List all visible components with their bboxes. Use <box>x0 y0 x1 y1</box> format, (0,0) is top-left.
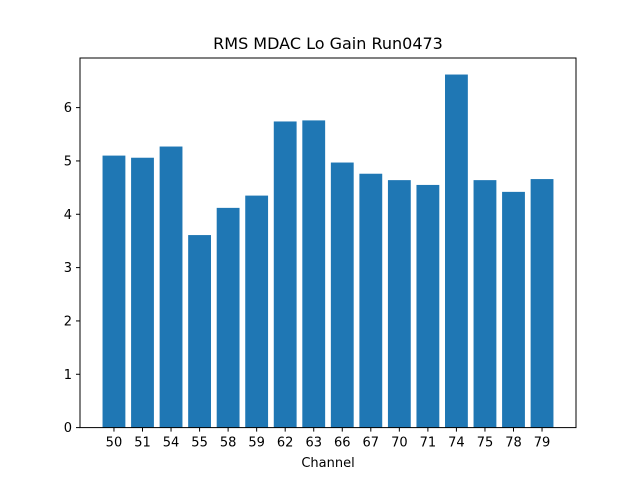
x-tick-label: 58 <box>220 436 237 451</box>
bar-74 <box>445 74 468 428</box>
x-tick-label: 59 <box>248 436 265 451</box>
y-tick-label: 3 <box>64 261 72 276</box>
bar-55 <box>188 235 211 428</box>
x-tick-label: 75 <box>477 436 494 451</box>
bar-66 <box>330 162 354 428</box>
bar-70 <box>387 180 411 428</box>
y-tick-label: 4 <box>64 208 72 223</box>
bar-51 <box>131 157 154 428</box>
x-tick-label: 50 <box>106 436 123 451</box>
bars-group <box>102 74 554 428</box>
bar-67 <box>359 173 383 428</box>
plot-frame <box>79 57 577 429</box>
bar-71 <box>416 184 440 428</box>
y-tick-label: 0 <box>64 421 72 436</box>
x-tick-label: 55 <box>191 436 208 451</box>
x-tick-label: 70 <box>391 436 408 451</box>
x-tick-label: 62 <box>277 436 294 451</box>
x-tick-label: 67 <box>363 436 380 451</box>
bar-58 <box>216 207 240 428</box>
bar-50 <box>102 155 126 428</box>
x-axis-label: Channel <box>301 456 354 471</box>
bar-59 <box>245 195 269 428</box>
x-tick-label: 51 <box>134 436 151 451</box>
bar-75 <box>473 180 497 428</box>
y-tick-label: 6 <box>64 101 72 116</box>
y-tick-label: 2 <box>64 314 72 329</box>
y-axis: 0 1 2 3 4 5 6 <box>64 101 80 436</box>
bar-78 <box>502 191 525 428</box>
bar-62 <box>273 121 297 428</box>
x-tick-label: 54 <box>163 436 180 451</box>
y-tick-label: 5 <box>64 154 72 169</box>
x-tick-label: 71 <box>420 436 437 451</box>
x-axis: 50 51 54 55 58 59 62 63 66 67 70 71 74 75 78 79 <box>106 427 551 451</box>
x-tick-label: 74 <box>448 436 465 451</box>
chart-title: RMS MDAC Lo Gain Run0473 <box>213 34 443 53</box>
bar-63 <box>302 120 326 428</box>
bar-79 <box>530 179 554 428</box>
x-tick-label: 78 <box>505 436 522 451</box>
bar-54 <box>159 146 183 428</box>
y-tick-label: 1 <box>64 368 72 383</box>
x-tick-label: 66 <box>334 436 351 451</box>
x-tick-label: 63 <box>305 436 322 451</box>
x-tick-label: 79 <box>534 436 551 451</box>
